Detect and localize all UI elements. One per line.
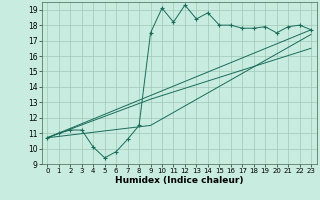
X-axis label: Humidex (Indice chaleur): Humidex (Indice chaleur): [115, 176, 244, 185]
